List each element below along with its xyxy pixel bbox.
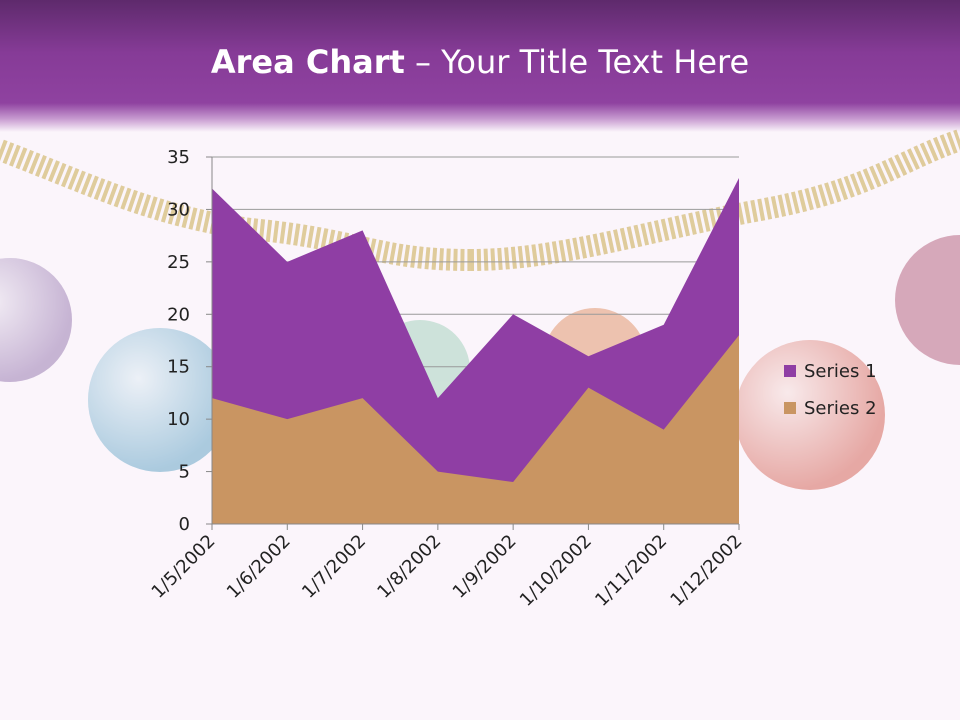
legend-item-series-2: Series 2 [784,395,904,421]
y-tick-label-7: 35 [167,147,190,168]
legend-swatch-2 [784,402,796,414]
x-tick-label-0: 1/5/2002 [148,531,220,603]
chart-areas [212,177,739,524]
legend-item-series-1: Series 1 [784,358,904,384]
x-tick-label-3: 1/8/2002 [373,531,445,603]
x-axis-ticks: 1/5/2002 1/6/2002 1/7/2002 1/8/2002 1/9/2002… [148,524,747,611]
x-tick-label-6: 1/11/2002 [591,531,671,611]
slide-title: Area Chart – Your Title Text Here [0,40,960,84]
y-tick-label-4: 20 [167,304,190,325]
x-tick-label-1: 1/6/2002 [223,531,295,603]
x-tick-label-2: 1/7/2002 [298,531,370,603]
chart-legend: Series 1 Series 2 [784,358,904,432]
x-tick-label-4: 1/9/2002 [449,531,521,603]
legend-label-1: Series 1 [804,360,877,382]
slide-title-rest: – Your Title Text Here [404,43,750,81]
y-tick-label-5: 25 [167,252,190,273]
legend-swatch-1 [784,365,796,377]
chart-axes [211,157,739,525]
y-tick-label-3: 15 [167,357,190,378]
garland-right [469,129,960,271]
y-axis-ticks: 0 5 10 15 20 25 30 35 [167,147,212,535]
ornament-red-edge [895,235,960,365]
slide-title-bold: Area Chart [210,43,405,81]
x-tick-label-7: 1/12/2002 [666,531,746,611]
title-bar: Area Chart – Your Title Text Here [0,0,960,132]
x-tick-label-5: 1/10/2002 [516,531,596,611]
y-tick-label-6: 30 [167,199,190,220]
garland-left [0,139,471,271]
y-tick-label-0: 0 [179,514,190,535]
y-tick-label-1: 5 [179,462,190,483]
legend-label-2: Series 2 [804,397,877,419]
area-series-2 [212,335,739,524]
y-tick-label-2: 10 [167,409,190,430]
